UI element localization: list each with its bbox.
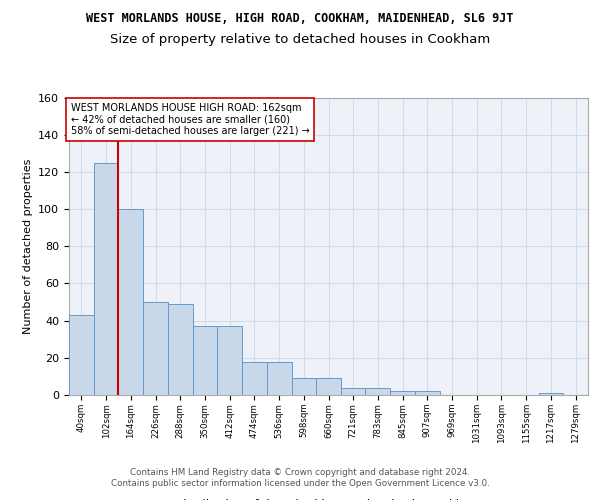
Bar bbox=[143, 302, 168, 395]
Text: Contains HM Land Registry data © Crown copyright and database right 2024.
Contai: Contains HM Land Registry data © Crown c… bbox=[110, 468, 490, 487]
Bar bbox=[316, 378, 341, 395]
Bar bbox=[69, 315, 94, 395]
Bar bbox=[168, 304, 193, 395]
Bar bbox=[193, 326, 217, 395]
Bar bbox=[242, 362, 267, 395]
Bar bbox=[292, 378, 316, 395]
X-axis label: Distribution of detached houses by size in Cookham: Distribution of detached houses by size … bbox=[175, 498, 482, 500]
Bar bbox=[341, 388, 365, 395]
Bar bbox=[365, 388, 390, 395]
Bar bbox=[217, 326, 242, 395]
Text: Size of property relative to detached houses in Cookham: Size of property relative to detached ho… bbox=[110, 32, 490, 46]
Bar bbox=[94, 162, 118, 395]
Bar bbox=[390, 392, 415, 395]
Text: WEST MORLANDS HOUSE, HIGH ROAD, COOKHAM, MAIDENHEAD, SL6 9JT: WEST MORLANDS HOUSE, HIGH ROAD, COOKHAM,… bbox=[86, 12, 514, 26]
Bar bbox=[415, 392, 440, 395]
Y-axis label: Number of detached properties: Number of detached properties bbox=[23, 158, 32, 334]
Bar bbox=[267, 362, 292, 395]
Bar bbox=[118, 209, 143, 395]
Text: WEST MORLANDS HOUSE HIGH ROAD: 162sqm
← 42% of detached houses are smaller (160): WEST MORLANDS HOUSE HIGH ROAD: 162sqm ← … bbox=[71, 103, 310, 136]
Bar bbox=[539, 393, 563, 395]
